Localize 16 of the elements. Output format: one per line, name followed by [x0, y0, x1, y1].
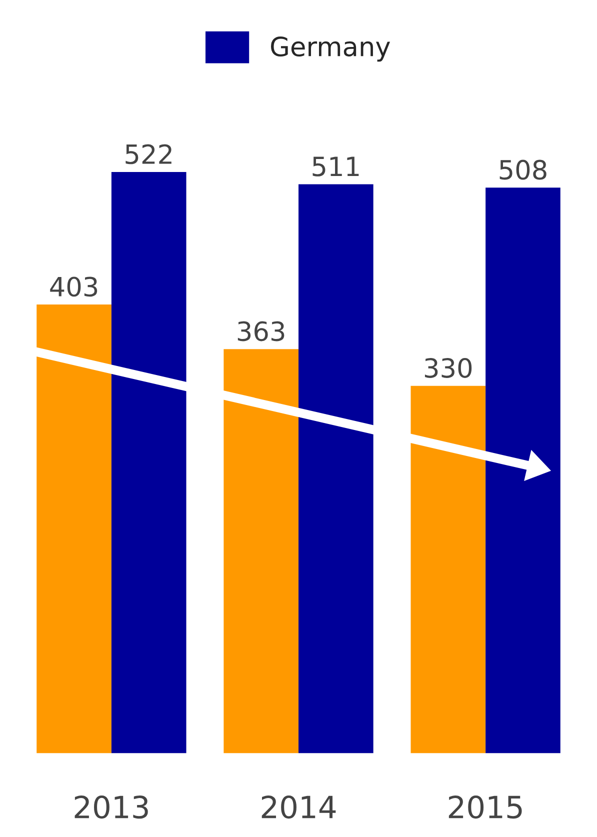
bar: [36, 304, 112, 754]
bar: [298, 184, 374, 754]
data-label: 522: [126, 144, 172, 164]
data-label: 330: [424, 358, 472, 378]
bar: [224, 349, 298, 754]
legend-label: Germany: [271, 36, 390, 62]
data-label: 363: [238, 321, 284, 342]
bar: [111, 172, 186, 754]
data-label: 403: [50, 276, 98, 297]
bar: [486, 188, 560, 754]
x-tick-label: 2014: [262, 796, 336, 819]
x-tick-label: 2015: [448, 796, 522, 819]
data-label: 511: [312, 156, 359, 176]
bar: [410, 386, 486, 754]
data-label: 508: [500, 160, 546, 180]
x-tick-label: 2013: [74, 796, 148, 819]
